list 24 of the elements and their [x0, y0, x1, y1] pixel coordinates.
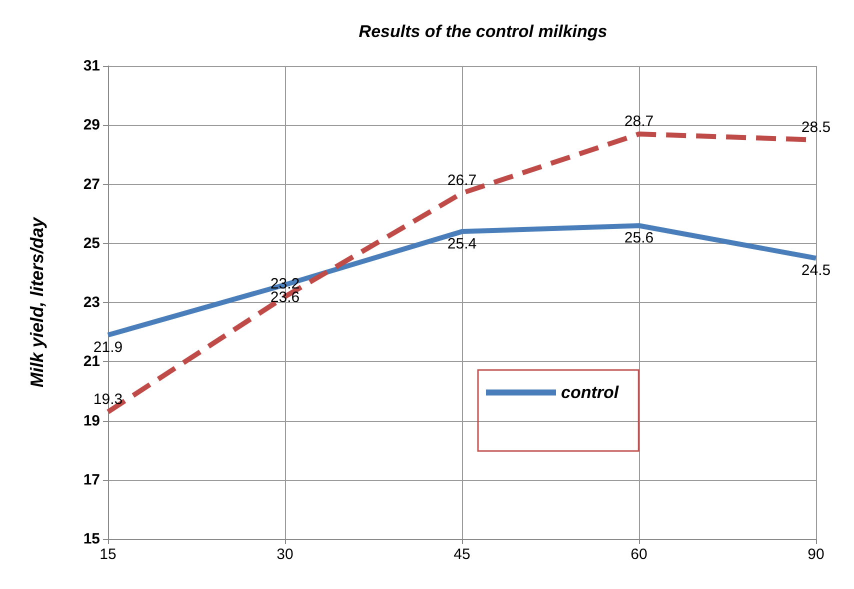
data-label: 23.6	[270, 288, 300, 306]
y-tick-label: 31	[83, 58, 100, 74]
x-tick-label: 45	[454, 546, 470, 563]
y-tick-label: 19	[83, 412, 100, 430]
data-label: 28.7	[624, 112, 654, 130]
data-label: 25.6	[624, 230, 654, 247]
data-label: 25.4	[447, 236, 477, 253]
data-label: 28.5	[801, 118, 831, 136]
data-label: 24.5	[801, 262, 831, 280]
x-tick-label: 60	[630, 546, 648, 563]
y-tick-label: 29	[83, 116, 100, 134]
y-axis-title: Milk yield, liters/day	[27, 216, 47, 388]
x-tick-label: 30	[276, 546, 294, 563]
y-tick-label: 23	[83, 294, 100, 311]
y-tick-label: 15	[83, 530, 100, 548]
x-tick-label: 90	[808, 546, 824, 563]
y-tick-label: 25	[83, 234, 100, 252]
data-label: 19.3	[93, 390, 123, 408]
chart-title: Results of the control milkings	[358, 22, 608, 41]
x-tick-label: 15	[100, 546, 116, 563]
y-tick-label: 17	[83, 471, 100, 488]
y-tick-label: 27	[83, 176, 100, 193]
legend-label: control	[561, 383, 620, 402]
data-label: 26.7	[447, 172, 477, 190]
